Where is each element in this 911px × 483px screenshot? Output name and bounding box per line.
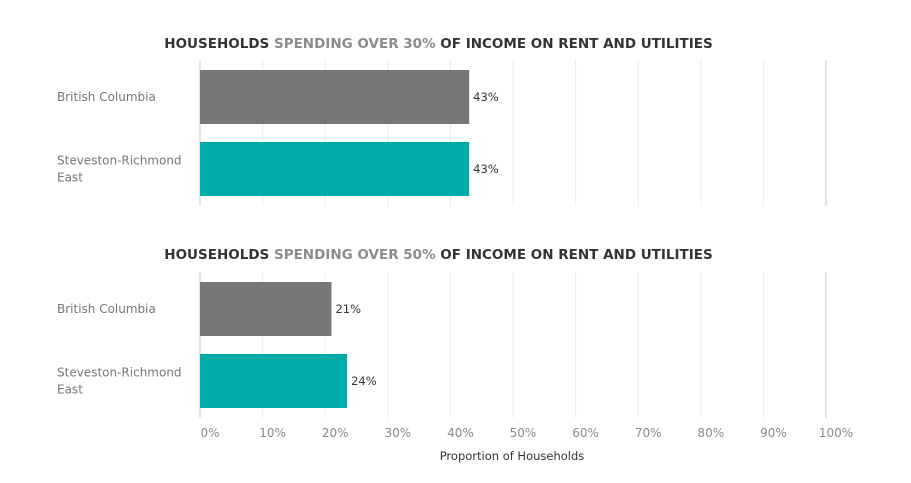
- title-part-3: OF INCOME ON RENT AND UTILITIES: [436, 247, 713, 263]
- x-tick-label: 40%: [447, 426, 474, 440]
- x-tick-label: 90%: [760, 426, 787, 440]
- title-part-2: SPENDING OVER 30%: [274, 36, 436, 52]
- bar-steveston-richmond-east: [200, 142, 470, 196]
- category-label: British Columbia: [57, 302, 156, 316]
- panel-2-title: HOUSEHOLDS SPENDING OVER 50% OF INCOME O…: [164, 247, 712, 263]
- x-tick-label: 60%: [572, 426, 599, 440]
- category-label: Steveston-Richmond East: [57, 366, 182, 397]
- panel-1-title: HOUSEHOLDS SPENDING OVER 30% OF INCOME O…: [164, 36, 712, 52]
- bar-british-columbia: [200, 282, 332, 336]
- x-tick-label: 20%: [322, 426, 349, 440]
- value-label: 24%: [351, 374, 377, 388]
- title-part-2: SPENDING OVER 50%: [274, 247, 436, 263]
- title-part-1: HOUSEHOLDS: [164, 36, 274, 52]
- title-part-3: OF INCOME ON RENT AND UTILITIES: [436, 36, 713, 52]
- value-label: 43%: [473, 162, 499, 176]
- x-tick-label: 30%: [384, 426, 411, 440]
- category-label: Steveston-Richmond East: [57, 154, 182, 185]
- x-tick-label: 10%: [259, 426, 286, 440]
- x-tick-label: 80%: [697, 426, 724, 440]
- x-axis-title: Proportion of Households: [440, 449, 585, 463]
- x-tick-label: 50%: [510, 426, 537, 440]
- value-label: 21%: [335, 302, 361, 316]
- value-label: 43%: [473, 90, 499, 104]
- x-tick-label: 70%: [635, 426, 662, 440]
- bar-british-columbia: [200, 70, 470, 124]
- x-tick-label: 100%: [819, 426, 853, 440]
- category-label: British Columbia: [57, 90, 156, 104]
- title-part-1: HOUSEHOLDS: [164, 247, 274, 263]
- bar-steveston-richmond-east: [200, 354, 348, 408]
- x-tick-label: 0%: [200, 426, 219, 440]
